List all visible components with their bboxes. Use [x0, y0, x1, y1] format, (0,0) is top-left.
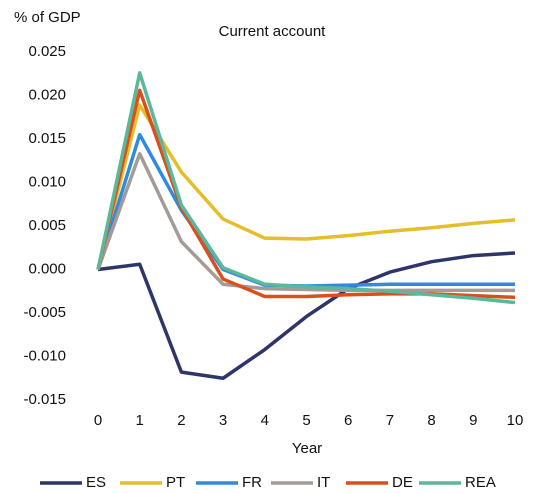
legend-label: REA — [465, 474, 496, 491]
x-tick-label: 2 — [177, 412, 185, 429]
x-tick-label: 4 — [261, 412, 269, 429]
x-tick-label: 5 — [302, 412, 310, 429]
series-line — [96, 71, 516, 305]
y-tick-label: 0.000 — [28, 260, 66, 277]
x-tick-label: 1 — [136, 412, 144, 429]
x-tick-label: 9 — [469, 412, 477, 429]
chart-title: Current account — [219, 23, 327, 40]
x-tick-label: 8 — [427, 412, 435, 429]
y-tick-label: -0.015 — [23, 391, 66, 408]
legend-label: IT — [317, 474, 330, 491]
series-line — [96, 152, 515, 293]
y-axis-label: % of GDP — [14, 9, 81, 26]
legend-label: ES — [86, 474, 106, 491]
series-line — [97, 251, 516, 380]
y-tick-label: 0.025 — [28, 43, 66, 60]
x-tick-label: 7 — [386, 412, 394, 429]
y-tick-label: -0.010 — [23, 347, 66, 364]
x-tick-label: 10 — [507, 412, 524, 429]
y-tick-label: 0.010 — [28, 173, 66, 190]
x-tick-label: 6 — [344, 412, 352, 429]
x-tick-label: 0 — [94, 412, 102, 429]
y-tick-label: 0.020 — [28, 86, 66, 103]
y-tick-label: -0.005 — [23, 304, 66, 321]
legend-label: PT — [166, 474, 185, 491]
x-axis-label: Year — [292, 440, 322, 457]
legend-label: DE — [392, 474, 413, 491]
series-line — [96, 103, 516, 270]
series-line — [96, 132, 515, 288]
y-tick-label: 0.015 — [28, 130, 66, 147]
x-tick-label: 3 — [219, 412, 227, 429]
legend-label: FR — [242, 474, 262, 491]
y-tick-label: 0.005 — [28, 217, 66, 234]
